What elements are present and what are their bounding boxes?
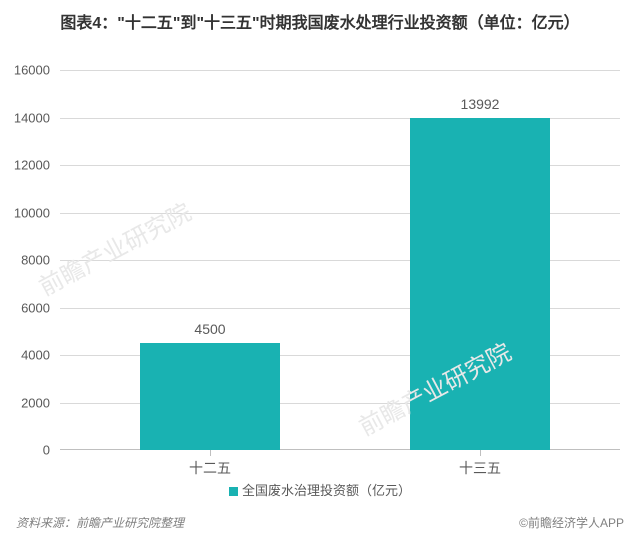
legend-swatch xyxy=(229,487,238,496)
y-tick-label: 16000 xyxy=(0,63,50,78)
y-tick-label: 2000 xyxy=(0,395,50,410)
bar xyxy=(140,343,280,450)
y-tick-label: 0 xyxy=(0,443,50,458)
gridline xyxy=(60,70,620,71)
y-tick-label: 6000 xyxy=(0,300,50,315)
bar xyxy=(410,118,550,450)
x-category-label: 十二五 xyxy=(189,458,231,478)
attribution-text: ©前瞻经济学人APP xyxy=(519,514,624,531)
x-category-label: 十三五 xyxy=(459,458,501,478)
legend-label: 全国废水治理投资额（亿元） xyxy=(242,483,411,498)
y-tick-label: 14000 xyxy=(0,110,50,125)
source-text: 资料来源：前瞻产业研究院整理 xyxy=(16,514,184,531)
chart-title: 图表4："十二五"到"十三五"时期我国废水处理行业投资额（单位：亿元） xyxy=(0,0,640,40)
x-tick-mark xyxy=(210,450,211,456)
legend: 全国废水治理投资额（亿元） xyxy=(0,480,640,499)
y-tick-label: 8000 xyxy=(0,253,50,268)
bar-value-label: 13992 xyxy=(461,96,500,112)
chart-plot-area: 0200040006000800010000120001400016000450… xyxy=(60,70,620,450)
bar-value-label: 4500 xyxy=(194,321,225,337)
x-tick-mark xyxy=(480,450,481,456)
y-tick-label: 12000 xyxy=(0,158,50,173)
y-tick-label: 4000 xyxy=(0,348,50,363)
y-tick-label: 10000 xyxy=(0,205,50,220)
